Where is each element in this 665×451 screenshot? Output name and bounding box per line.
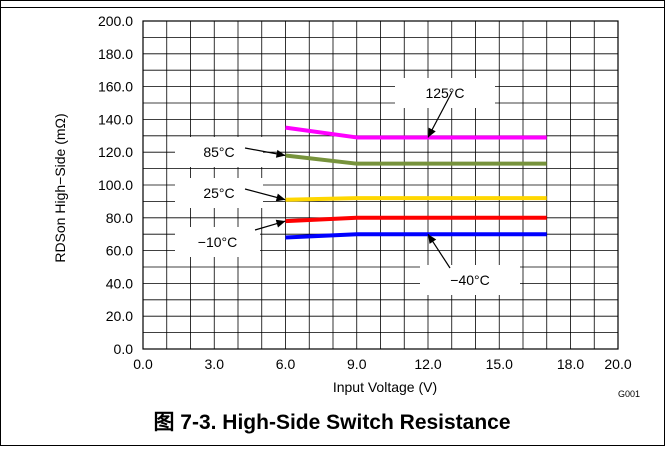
figure-id: G001 <box>618 389 640 399</box>
y-tick-label: 20.0 <box>106 308 133 324</box>
figure-caption: 图 7-3. High-Side Switch Resistance <box>153 411 510 434</box>
annotation-box <box>175 137 263 167</box>
x-tick-label: 0.0 <box>133 356 153 372</box>
annotation-arrowhead <box>275 149 286 158</box>
y-tick-label: 120.0 <box>98 144 133 160</box>
series-line <box>285 232 547 240</box>
y-tick-label: 140.0 <box>98 111 133 127</box>
annotation-arrowhead <box>428 127 436 138</box>
y-tick-label: 100.0 <box>98 177 133 193</box>
y-tick-label: 60.0 <box>106 243 133 259</box>
series-line <box>285 215 547 224</box>
y-tick-label: 160.0 <box>98 79 133 95</box>
x-tick-label: 3.0 <box>205 356 225 372</box>
y-axis-label: RDSon High−Side (mΩ) <box>52 113 68 262</box>
annotation-arrowhead <box>275 193 286 202</box>
tick-labels: 0.0 3.0 6.0 9.0 12.0 15.0 18.0 20.0 0.0 20.0 40.0 6… <box>98 13 632 372</box>
y-tick-label: 200.0 <box>98 13 133 29</box>
annotation-label: 125°C <box>425 85 464 101</box>
annotation-arrowhead <box>275 219 286 228</box>
x-tick-label: 12.0 <box>414 356 441 372</box>
series-line <box>285 125 547 140</box>
x-tick-label: 9.0 <box>347 356 367 372</box>
plot-border <box>142 20 619 350</box>
annotation-box <box>420 265 520 295</box>
annotations: 125°C 85°C 25°C −10°C −40°C <box>175 78 520 295</box>
series-line <box>285 153 547 166</box>
x-tick-label: 6.0 <box>276 356 296 372</box>
x-tick-label: 20.0 <box>604 356 631 372</box>
annotation-label: −40°C <box>450 272 489 288</box>
y-tick-label: 0.0 <box>114 341 134 357</box>
series-lines <box>285 125 547 240</box>
annotation-label: 25°C <box>203 185 234 201</box>
annotation-box <box>175 227 260 257</box>
y-tick-label: 80.0 <box>106 210 133 226</box>
y-tick-label: 40.0 <box>106 275 133 291</box>
annotation-box <box>395 78 495 108</box>
annotation-box <box>175 178 263 208</box>
x-tick-label: 15.0 <box>486 356 513 372</box>
annotation-label: −10°C <box>198 234 237 250</box>
annotation-label: 85°C <box>203 144 234 160</box>
x-axis-label: Input Voltage (V) <box>333 379 437 395</box>
y-tick-label: 180.0 <box>98 46 133 62</box>
annotation-arrowhead <box>428 234 437 244</box>
x-tick-label: 18.0 <box>557 356 584 372</box>
series-line <box>285 196 547 202</box>
